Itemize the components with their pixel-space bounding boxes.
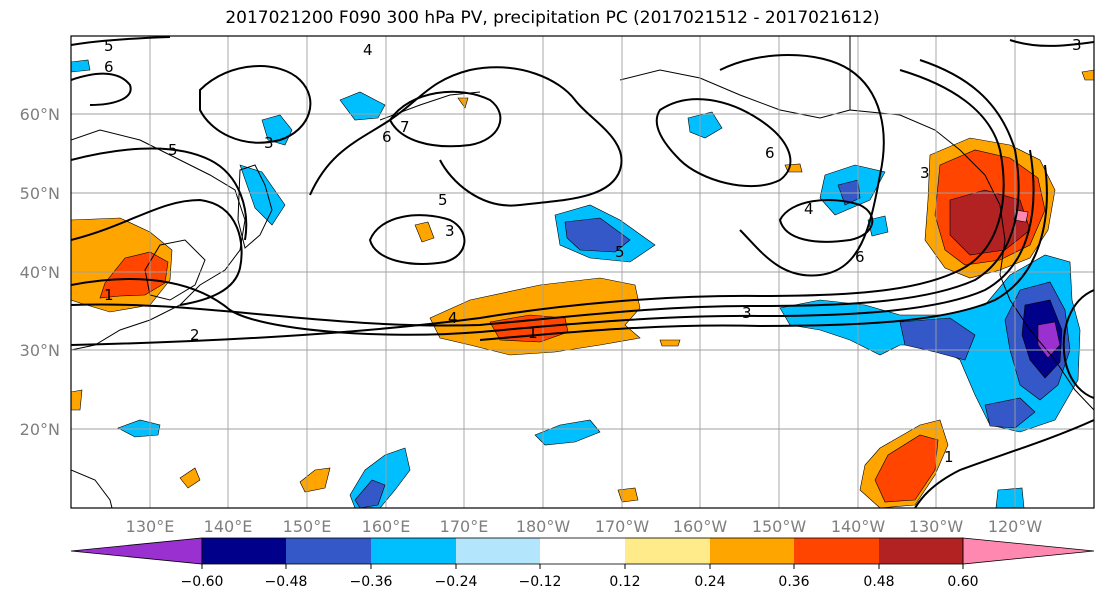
colorbar-bin xyxy=(710,538,794,564)
colorbar-tick-label: 0.24 xyxy=(694,574,725,590)
contour-label: 3 xyxy=(742,304,752,322)
colorbar-bin xyxy=(540,538,625,564)
colorbar-tick-label: 0.12 xyxy=(609,574,640,590)
contour-label: 5 xyxy=(168,141,178,159)
colorbar-outline xyxy=(201,537,964,565)
colorbar-tick-label: −0.24 xyxy=(435,574,478,590)
contour-label: 4 xyxy=(363,41,373,59)
colorbar-tick-label: −0.12 xyxy=(519,574,562,590)
contour-label: 1 xyxy=(528,324,538,342)
longitude-axis: 130°E 140°E 150°E 160°E 170°E 180°W 170°… xyxy=(126,517,1043,536)
lon-tick-label: 130°W xyxy=(909,517,964,536)
colorbar-tick-label: 0.36 xyxy=(778,574,809,590)
lon-tick-label: 140°W xyxy=(831,517,886,536)
lon-tick-label: 130°E xyxy=(126,517,175,536)
colorbar-tick-label: 0.48 xyxy=(863,574,894,590)
contour-label: 5 xyxy=(438,191,448,209)
contour-label: 1 xyxy=(944,448,954,466)
colorbar-bin xyxy=(202,538,286,564)
lon-tick-label: 120°W xyxy=(988,517,1043,536)
contour-label: 5 xyxy=(104,37,114,55)
colorbar-tick-label: −0.48 xyxy=(265,574,308,590)
lon-tick-label: 150°E xyxy=(283,517,332,536)
lat-tick-label: 50°N xyxy=(20,184,60,203)
colorbar-bin xyxy=(879,538,963,564)
map-frame xyxy=(70,35,1095,509)
map-title: 2017021200 F090 300 hPa PV, precipitatio… xyxy=(225,8,880,28)
contour-label: 3 xyxy=(920,164,930,182)
lat-tick-label: 60°N xyxy=(20,105,60,124)
pv-contour-layer xyxy=(71,36,1094,508)
contour-label: 6 xyxy=(855,248,865,266)
colorbar-ticks xyxy=(201,564,964,569)
graticule xyxy=(71,36,1094,508)
lon-tick-label: 170°E xyxy=(440,517,489,536)
colorbar-max-extend xyxy=(962,537,1095,565)
colorbar-tick-label: 0.60 xyxy=(947,574,978,590)
contour-label: 5 xyxy=(615,243,625,261)
lon-tick-label: 150°W xyxy=(752,517,807,536)
lat-tick-label: 20°N xyxy=(20,420,60,439)
colorbar-tick-label: −0.36 xyxy=(350,574,393,590)
contour-label: 4 xyxy=(804,200,814,218)
colorbar-bin xyxy=(371,538,456,564)
colorbar-tick-label: −0.60 xyxy=(181,574,224,590)
lat-tick-label: 30°N xyxy=(20,341,60,360)
contour-label: 4 xyxy=(448,309,458,327)
colorbar-bin xyxy=(456,538,540,564)
colorbar-bin xyxy=(794,538,879,564)
lat-tick-label: 40°N xyxy=(20,263,60,282)
contour-label-layer: 5 6 4 3 7 6 5 3 5 4 6 6 5 3 4 1 1 2 3 1 … xyxy=(104,36,1082,466)
contour-label: 6 xyxy=(382,128,392,146)
contour-label: 3 xyxy=(1072,36,1082,54)
lon-tick-label: 160°W xyxy=(673,517,728,536)
lon-tick-label: 170°W xyxy=(595,517,650,536)
contour-label: 6 xyxy=(104,58,114,76)
colorbar: −0.60 −0.48 −0.36 −0.24 −0.12 0.12 0.24 … xyxy=(70,537,1095,590)
contour-label: 3 xyxy=(264,134,274,152)
latitude-axis: 60°N 50°N 40°N 30°N 20°N xyxy=(20,105,60,439)
lon-tick-label: 180°W xyxy=(516,517,571,536)
colorbar-bin xyxy=(286,538,371,564)
lon-tick-label: 140°E xyxy=(204,517,253,536)
colorbar-bin xyxy=(625,538,710,564)
contour-label: 2 xyxy=(190,326,200,344)
contour-label: 7 xyxy=(400,118,410,136)
contour-label: 6 xyxy=(765,144,775,162)
colorbar-min-extend xyxy=(70,537,203,565)
contour-label: 3 xyxy=(445,222,455,240)
contour-label: 1 xyxy=(104,286,114,304)
lon-tick-label: 160°E xyxy=(362,517,411,536)
